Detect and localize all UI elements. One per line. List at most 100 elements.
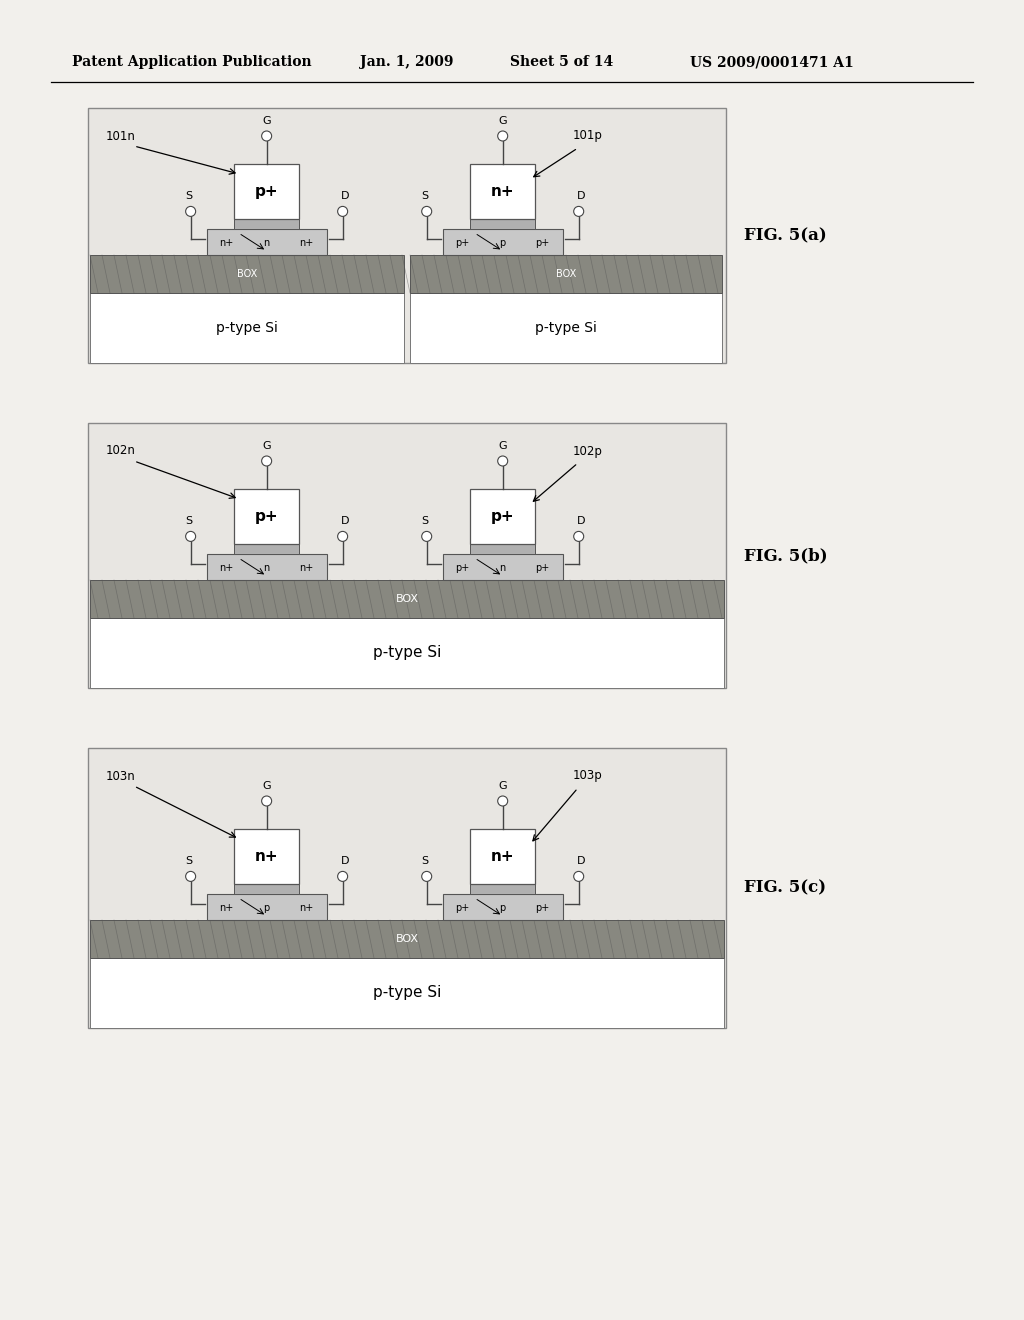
Text: D: D: [340, 191, 349, 202]
Text: US 2009/0001471 A1: US 2009/0001471 A1: [690, 55, 854, 69]
Text: BOX: BOX: [556, 269, 577, 279]
Text: n: n: [263, 239, 269, 248]
Text: D: D: [340, 857, 349, 866]
Text: 101n: 101n: [106, 129, 136, 143]
Circle shape: [422, 532, 432, 541]
Text: 103n: 103n: [106, 770, 136, 783]
Text: G: G: [262, 781, 271, 791]
Text: S: S: [421, 857, 428, 866]
Text: G: G: [499, 781, 507, 791]
Circle shape: [498, 796, 508, 807]
Text: Sheet 5 of 14: Sheet 5 of 14: [510, 55, 613, 69]
Text: p: p: [263, 903, 269, 913]
Text: n: n: [263, 564, 269, 573]
Text: p+: p+: [490, 510, 514, 524]
Text: Patent Application Publication: Patent Application Publication: [72, 55, 311, 69]
Text: n+: n+: [219, 903, 233, 913]
Circle shape: [573, 532, 584, 541]
Text: p+: p+: [536, 903, 550, 913]
Bar: [90, 920, 724, 958]
Text: p+: p+: [255, 510, 279, 524]
Text: FIG. 5(a): FIG. 5(a): [744, 227, 826, 244]
Text: G: G: [499, 441, 507, 451]
Bar: [90, 618, 724, 688]
Bar: [234, 219, 299, 228]
Text: p+: p+: [255, 183, 279, 199]
Bar: [88, 422, 726, 688]
Bar: [90, 958, 724, 1028]
Bar: [470, 219, 536, 228]
Text: n+: n+: [490, 849, 514, 865]
Text: BOX: BOX: [237, 269, 257, 279]
Bar: [470, 829, 536, 884]
Circle shape: [185, 532, 196, 541]
Bar: [88, 108, 726, 363]
Circle shape: [262, 131, 271, 141]
Text: n+: n+: [490, 183, 514, 199]
Text: n+: n+: [255, 849, 279, 865]
Circle shape: [262, 796, 271, 807]
Text: p+: p+: [536, 239, 550, 248]
Text: p: p: [500, 903, 506, 913]
Text: FIG. 5(c): FIG. 5(c): [744, 879, 826, 896]
Bar: [410, 293, 722, 363]
Bar: [207, 894, 327, 920]
Text: n+: n+: [299, 564, 313, 573]
Bar: [90, 579, 724, 618]
Bar: [410, 255, 722, 293]
Bar: [442, 228, 563, 255]
Text: p+: p+: [456, 903, 470, 913]
Text: p+: p+: [456, 239, 470, 248]
Bar: [90, 293, 404, 363]
Text: D: D: [340, 516, 349, 527]
Bar: [234, 488, 299, 544]
Text: D: D: [577, 516, 585, 527]
Text: S: S: [185, 857, 193, 866]
Circle shape: [338, 871, 347, 882]
Text: p-type Si: p-type Si: [536, 321, 597, 335]
Text: 102n: 102n: [106, 445, 136, 458]
Text: BOX: BOX: [395, 935, 419, 944]
Circle shape: [573, 871, 584, 882]
Text: n+: n+: [219, 239, 233, 248]
Bar: [470, 488, 536, 544]
Text: S: S: [421, 191, 428, 202]
Circle shape: [422, 206, 432, 216]
Text: S: S: [185, 516, 193, 527]
Circle shape: [422, 871, 432, 882]
Circle shape: [573, 206, 584, 216]
Text: p+: p+: [536, 564, 550, 573]
Bar: [442, 554, 563, 579]
Circle shape: [498, 131, 508, 141]
Text: n: n: [500, 564, 506, 573]
Bar: [470, 544, 536, 554]
Text: p: p: [500, 239, 506, 248]
Text: G: G: [262, 441, 271, 451]
Text: 103p: 103p: [572, 770, 603, 783]
Circle shape: [338, 206, 347, 216]
Bar: [88, 748, 726, 1028]
Bar: [470, 164, 536, 219]
Text: BOX: BOX: [395, 594, 419, 605]
Text: n+: n+: [299, 903, 313, 913]
Circle shape: [498, 455, 508, 466]
Bar: [90, 255, 404, 293]
Circle shape: [338, 532, 347, 541]
Bar: [234, 884, 299, 894]
Text: p+: p+: [456, 564, 470, 573]
Bar: [470, 884, 536, 894]
Text: FIG. 5(b): FIG. 5(b): [744, 546, 827, 564]
Text: 101p: 101p: [572, 129, 603, 143]
Text: n+: n+: [299, 239, 313, 248]
Bar: [442, 894, 563, 920]
Circle shape: [185, 871, 196, 882]
Text: n+: n+: [219, 564, 233, 573]
Text: p-type Si: p-type Si: [373, 986, 441, 1001]
Text: G: G: [262, 116, 271, 125]
Circle shape: [262, 455, 271, 466]
Bar: [234, 829, 299, 884]
Text: D: D: [577, 857, 585, 866]
Bar: [234, 544, 299, 554]
Text: p-type Si: p-type Si: [373, 645, 441, 660]
Text: 102p: 102p: [572, 445, 603, 458]
